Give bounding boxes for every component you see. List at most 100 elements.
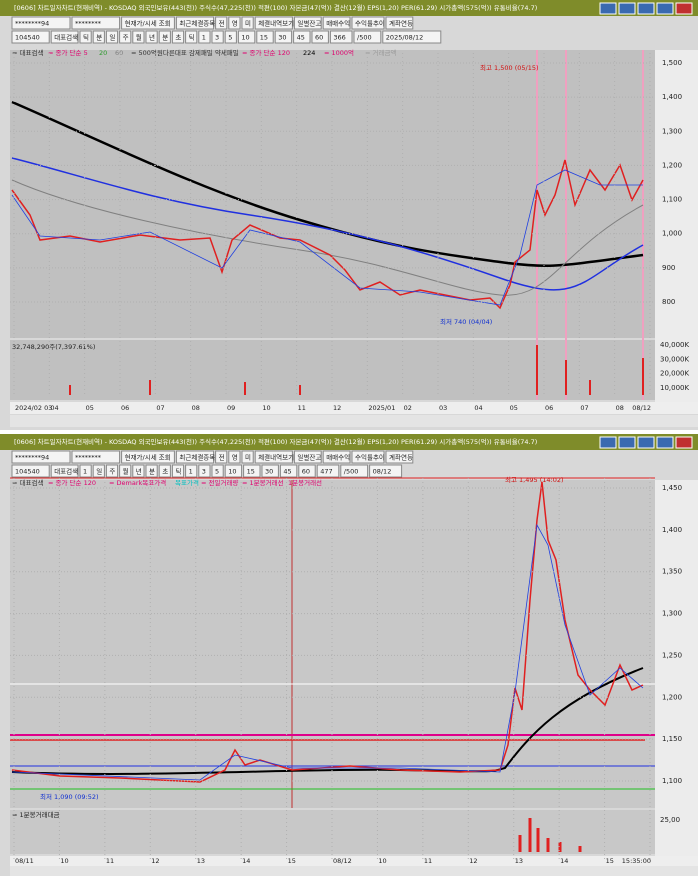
toolbar-label: 월 xyxy=(136,33,142,42)
toolbar-button[interactable] xyxy=(171,464,185,478)
window-button[interactable] xyxy=(656,436,674,449)
toolbar-button[interactable] xyxy=(351,450,385,464)
toolbar-button[interactable] xyxy=(119,464,132,478)
toolbar-button[interactable] xyxy=(215,16,228,30)
toolbar-button[interactable] xyxy=(119,30,132,44)
toolbar-button[interactable] xyxy=(256,30,274,44)
toolbar-button[interactable] xyxy=(185,464,198,478)
toolbar-button[interactable] xyxy=(241,16,254,30)
toolbar-button[interactable] xyxy=(228,16,241,30)
toolbar-button[interactable] xyxy=(185,30,198,44)
toolbar-button[interactable] xyxy=(121,16,175,30)
toolbar-button[interactable] xyxy=(261,464,279,478)
toolbar-label: 30 xyxy=(278,34,286,42)
toolbar-button[interactable] xyxy=(340,464,369,478)
toolbar-button[interactable] xyxy=(211,464,224,478)
toolbar-button[interactable] xyxy=(385,450,414,464)
toolbar-button[interactable] xyxy=(145,464,158,478)
toolbar-button[interactable] xyxy=(50,30,79,44)
toolbar-button[interactable] xyxy=(11,464,50,478)
toolbar-button[interactable] xyxy=(105,464,119,478)
legend-item: = 종가 단순 120 xyxy=(242,48,290,57)
x-tick-label: 08 xyxy=(616,404,624,412)
x-tick-label: 12 xyxy=(469,857,477,865)
legend-item: = 거래금액 xyxy=(365,48,396,57)
toolbar-button[interactable] xyxy=(158,464,171,478)
toolbar-button[interactable] xyxy=(353,30,382,44)
window-button[interactable] xyxy=(618,436,636,449)
toolbar-button[interactable] xyxy=(132,464,145,478)
toolbar-button[interactable] xyxy=(322,16,351,30)
price-tick-label: 1,250 xyxy=(662,651,682,659)
price-line xyxy=(11,481,644,783)
toolbar-button[interactable] xyxy=(293,16,322,30)
toolbar-button[interactable] xyxy=(329,30,353,44)
toolbar-button[interactable] xyxy=(79,464,92,478)
toolbar-button[interactable] xyxy=(322,450,351,464)
window-button[interactable] xyxy=(618,2,636,15)
toolbar-button[interactable] xyxy=(105,30,119,44)
toolbar-button[interactable] xyxy=(79,30,92,44)
toolbar-button[interactable] xyxy=(224,464,243,478)
toolbar-button[interactable] xyxy=(11,450,71,464)
toolbar-button[interactable] xyxy=(254,450,293,464)
toolbar-button[interactable] xyxy=(293,450,322,464)
toolbar-button[interactable] xyxy=(243,464,261,478)
legend-item: = Demark목표가격 xyxy=(109,478,166,487)
title-bar xyxy=(0,0,698,16)
toolbar-button[interactable] xyxy=(279,464,298,478)
toolbar-button[interactable] xyxy=(274,30,293,44)
toolbar-button[interactable] xyxy=(171,30,185,44)
toolbar-button[interactable] xyxy=(158,30,171,44)
x-tick-label: 2025/01 xyxy=(368,404,395,412)
toolbar-button[interactable] xyxy=(298,464,316,478)
volume-tick-label: 10,000K xyxy=(660,384,689,392)
window-button[interactable] xyxy=(637,436,655,449)
toolbar-button[interactable] xyxy=(11,16,71,30)
toolbar-button[interactable] xyxy=(211,30,224,44)
window-button[interactable] xyxy=(675,2,693,15)
window-title: [0606] 차트일자차트(현재비역) - KOSDAQ 외국인보유(443(천… xyxy=(14,3,537,12)
toolbar-label: 현재가/시세 조회 xyxy=(125,19,171,28)
price-line xyxy=(11,523,644,781)
window-button[interactable] xyxy=(599,2,617,15)
toolbar-button[interactable] xyxy=(228,450,241,464)
toolbar-button[interactable] xyxy=(92,30,105,44)
toolbar-button[interactable] xyxy=(145,30,158,44)
toolbar-button[interactable] xyxy=(316,464,340,478)
toolbar-button[interactable] xyxy=(351,16,385,30)
toolbar-button[interactable] xyxy=(132,30,145,44)
toolbar-button[interactable] xyxy=(241,450,254,464)
window-button[interactable] xyxy=(656,2,674,15)
toolbar-button[interactable] xyxy=(311,30,329,44)
window-button[interactable] xyxy=(675,436,693,449)
toolbar-button[interactable] xyxy=(385,16,414,30)
window-button[interactable] xyxy=(599,436,617,449)
toolbar-button[interactable] xyxy=(121,450,175,464)
toolbar-button[interactable] xyxy=(369,464,403,478)
toolbar-label: 전 xyxy=(219,453,225,462)
toolbar-button[interactable] xyxy=(237,30,256,44)
toolbar-button[interactable] xyxy=(71,450,121,464)
low-note: 최저 1,090 (09:52) xyxy=(40,792,99,801)
toolbar-button[interactable] xyxy=(175,16,215,30)
toolbar-button[interactable] xyxy=(11,30,50,44)
toolbar-button[interactable] xyxy=(215,450,228,464)
toolbar-label: 45 xyxy=(283,468,291,476)
toolbar-button[interactable] xyxy=(71,16,121,30)
toolbar-button[interactable] xyxy=(198,30,211,44)
x-tick-label: 15:35:00 xyxy=(622,857,651,865)
toolbar-button[interactable] xyxy=(175,450,215,464)
toolbar-label: 수익률추이 xyxy=(355,19,385,28)
toolbar-label: /500 xyxy=(357,34,372,42)
toolbar-button[interactable] xyxy=(293,30,311,44)
toolbar-button[interactable] xyxy=(382,30,442,44)
toolbar-button[interactable] xyxy=(92,464,105,478)
toolbar-button[interactable] xyxy=(224,30,237,44)
toolbar-label: 영 xyxy=(232,453,238,462)
toolbar-button[interactable] xyxy=(254,16,293,30)
toolbar-button[interactable] xyxy=(50,464,79,478)
toolbar-button[interactable] xyxy=(198,464,211,478)
window-button[interactable] xyxy=(637,2,655,15)
toolbar-label: 5 xyxy=(215,468,219,476)
